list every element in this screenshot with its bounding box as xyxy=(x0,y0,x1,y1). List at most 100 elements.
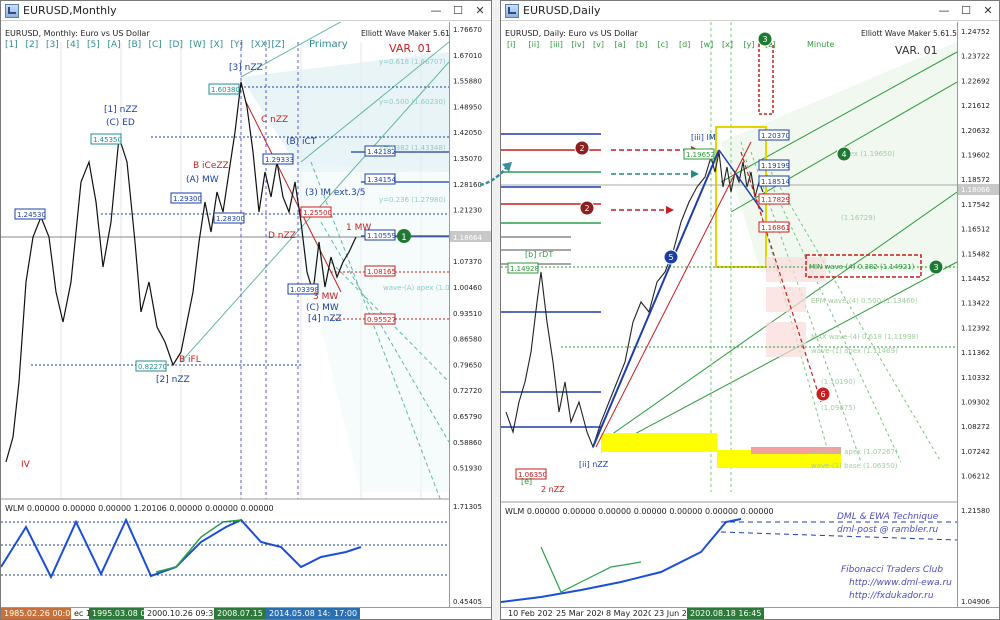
price-label-box: 1.06350 xyxy=(515,468,547,480)
price-axis-tick: 1.28160 xyxy=(453,181,482,189)
price-label-box: 0.95527 xyxy=(364,313,396,325)
wave-label-11[interactable]: [y] xyxy=(744,40,755,49)
close-button[interactable]: ✕ xyxy=(983,4,993,17)
daily-chart-window[interactable]: EURUSD,Daily — ☐ ✕ xyxy=(500,0,1000,620)
ewm-plugin-label: Elliott Wave Maker 5.61.5 xyxy=(861,29,957,38)
close-button[interactable]: ✕ xyxy=(475,4,485,17)
wave-annotation: (C) ED xyxy=(106,118,135,128)
price-axis-tick: 0.79650 xyxy=(453,361,482,369)
wave-label-1[interactable]: [2] xyxy=(26,40,39,50)
monthly-price-axis[interactable]: 1.76670 1.67010 1.55880 1.48950 1.42050 1.350… xyxy=(449,22,491,607)
wave-label-8[interactable]: [d] xyxy=(679,40,690,49)
svg-text:1.18514: 1.18514 xyxy=(761,178,790,186)
current-price-tag: 1.18664 xyxy=(453,234,482,242)
fib-level-label: (1.16729) xyxy=(841,214,876,222)
price-label-box: 1.19652 xyxy=(683,148,715,160)
price-axis-tick: 0.72720 xyxy=(453,387,482,395)
wave-label-3[interactable]: [iv] xyxy=(572,40,585,49)
wave-badge-icon: 5 xyxy=(663,249,679,265)
wave-label-6[interactable]: [b] xyxy=(636,40,647,49)
wave-label-9[interactable]: [W] xyxy=(190,40,206,50)
monthly-price-chart[interactable]: WLM 0.00000 0.00000 0.00000 1.20106 0.00… xyxy=(1,22,449,609)
daily-time-axis[interactable]: 10 Feb 2020 25 Mar 2020 8 May 2020 23 Jun 2… xyxy=(501,607,999,619)
price-label-box: 1.28300 xyxy=(213,212,245,224)
svg-text:1.17829: 1.17829 xyxy=(761,196,790,204)
wave-label-12[interactable]: [XX] xyxy=(251,40,270,50)
price-axis-tick: 1.55880 xyxy=(453,78,482,86)
price-label-box: 1.20370 xyxy=(758,129,790,141)
price-axis-tick: 1.10332 xyxy=(961,374,990,382)
author-footer-text: http://fxdukador.ru xyxy=(849,591,934,601)
daily-price-axis[interactable]: 1.24752 1.23722 1.22692 1.21612 1.20632 1.196… xyxy=(957,22,999,607)
wave-label-8[interactable]: [D] xyxy=(169,40,183,50)
minimize-button[interactable]: — xyxy=(430,4,442,17)
price-label-box: 1.34154 xyxy=(364,173,396,185)
indicator-axis-tick: 0.45405 xyxy=(453,598,482,606)
maximize-button[interactable]: ☐ xyxy=(961,4,971,17)
wave-label-9[interactable]: [w] xyxy=(701,40,714,49)
monthly-chart-window[interactable]: EURUSD,Monthly — ☐ ✕ xyxy=(0,0,492,620)
wave-label-0[interactable]: [1] xyxy=(5,40,18,50)
author-footer-text: DML & EWA Technique xyxy=(837,512,939,522)
wave-annotation: B iCeZZ xyxy=(193,161,229,171)
price-axis-tick: 1.15482 xyxy=(961,250,990,258)
wave-label-4[interactable]: [5] xyxy=(87,40,100,50)
wave-annotation: [ii] nZZ xyxy=(579,460,609,469)
svg-text:1.14928: 1.14928 xyxy=(510,265,539,273)
wave-label-2[interactable]: [iii] xyxy=(550,40,563,49)
price-axis-tick: 1.20632 xyxy=(961,127,990,135)
svg-text:1.06350: 1.06350 xyxy=(518,471,547,479)
svg-text:1.10559: 1.10559 xyxy=(367,232,396,240)
wave-label-0[interactable]: [i] xyxy=(507,40,515,49)
svg-text:1: 1 xyxy=(401,233,407,243)
wave-badge-icon: 3 xyxy=(757,31,773,47)
wave-label-6[interactable]: [B] xyxy=(128,40,141,50)
monthly-time-axis[interactable]: 1985.02.26 00:00 ec 1 1995.03.08 00:00 2000… xyxy=(1,607,491,619)
svg-text:1.16861: 1.16861 xyxy=(761,224,790,232)
price-label-box: 1.14928 xyxy=(507,262,539,274)
price-label-box: 1.08165 xyxy=(364,265,396,277)
wave-annotation: [iii] IM xyxy=(691,133,716,142)
maximize-button[interactable]: ☐ xyxy=(453,4,463,17)
wave-label-1[interactable]: [ii] xyxy=(529,40,540,49)
wave-annotation: (C) MW xyxy=(306,303,339,313)
time-axis-label: 25 Mar 2020 xyxy=(553,608,610,619)
daily-price-chart[interactable]: WLM 0.00000 0.00000 0.00000 0.00000 0.00… xyxy=(501,22,957,609)
wave-annotation: (A) MW xyxy=(186,175,219,185)
svg-text:1.24530: 1.24530 xyxy=(17,211,46,219)
svg-text:1.28300: 1.28300 xyxy=(216,215,245,223)
price-axis-tick: 1.14452 xyxy=(961,275,990,283)
wave-label-5[interactable]: [A] xyxy=(108,40,121,50)
minimize-button[interactable]: — xyxy=(938,4,950,17)
monthly-window-titlebar[interactable]: EURUSD,Monthly — ☐ ✕ xyxy=(1,1,491,21)
wave-annotation: 1 MW xyxy=(346,223,371,233)
wave-label-10[interactable]: [X] xyxy=(210,40,223,50)
wave-label-7[interactable]: [C] xyxy=(149,40,162,50)
price-label-box: 1.17829 xyxy=(758,193,790,205)
wave-label-5[interactable]: [a] xyxy=(615,40,626,49)
variant-label: VAR. 01 xyxy=(895,44,938,57)
daily-window-titlebar[interactable]: EURUSD,Daily — ☐ ✕ xyxy=(501,1,999,21)
time-axis-label: 2014.05.08 14:45 xyxy=(266,608,344,619)
wave-label-13[interactable]: [Z] xyxy=(272,40,285,50)
wave-badge-icon: 6 xyxy=(815,386,831,402)
wave-label-7[interactable]: [c] xyxy=(658,40,669,49)
chart-app-icon xyxy=(5,3,19,18)
wave-annotation: 2 nZZ xyxy=(541,485,565,494)
price-axis-tick: 1.22692 xyxy=(961,77,990,85)
wave-label-12[interactable]: [z] xyxy=(765,40,775,49)
price-axis-tick: 0.86580 xyxy=(453,336,482,344)
wave-annotation: B iFL xyxy=(179,355,201,365)
target-zone-box xyxy=(601,433,717,452)
wave-label-2[interactable]: [3] xyxy=(46,40,59,50)
time-axis-label: 23 Jun 20 xyxy=(651,608,695,619)
wave-annotation: [1] nZZ xyxy=(104,105,138,115)
wave-label-3[interactable]: [4] xyxy=(67,40,80,50)
svg-text:0.82270: 0.82270 xyxy=(138,363,167,371)
wave-label-11[interactable]: [Y] xyxy=(231,40,244,50)
wave-label-4[interactable]: [v] xyxy=(593,40,604,49)
wave-annotation: [4] nZZ xyxy=(308,314,342,324)
indicator-axis-tick: 1.21580 xyxy=(961,507,990,515)
price-label-box: 1.10559 xyxy=(364,229,396,241)
wave-label-10[interactable]: [x] xyxy=(722,40,733,49)
